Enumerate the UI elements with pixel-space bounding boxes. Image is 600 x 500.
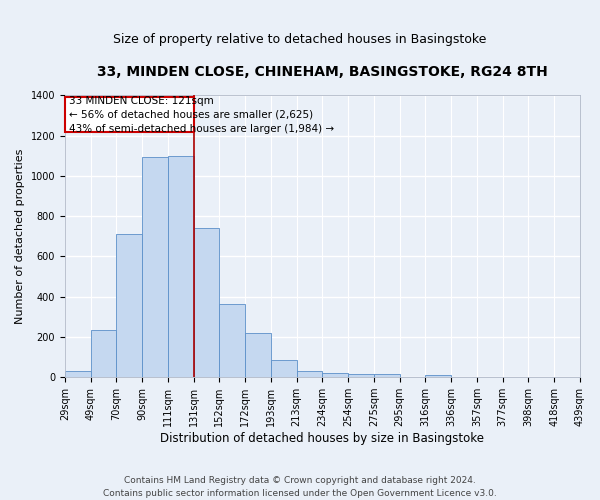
Bar bbox=[194, 228, 220, 377]
X-axis label: Distribution of detached houses by size in Basingstoke: Distribution of detached houses by size … bbox=[160, 432, 484, 445]
Bar bbox=[245, 333, 271, 377]
Bar bbox=[116, 234, 142, 377]
Y-axis label: Number of detached properties: Number of detached properties bbox=[15, 148, 25, 324]
Text: Contains HM Land Registry data © Crown copyright and database right 2024.
Contai: Contains HM Land Registry data © Crown c… bbox=[103, 476, 497, 498]
Bar bbox=[322, 373, 348, 377]
Bar bbox=[142, 157, 168, 377]
Bar bbox=[296, 371, 322, 377]
Bar bbox=[91, 330, 116, 377]
Bar bbox=[425, 375, 451, 377]
Text: 33 MINDEN CLOSE: 121sqm
← 56% of detached houses are smaller (2,625)
43% of semi: 33 MINDEN CLOSE: 121sqm ← 56% of detache… bbox=[69, 96, 334, 134]
FancyBboxPatch shape bbox=[65, 98, 194, 132]
Bar bbox=[271, 360, 296, 377]
Bar bbox=[168, 156, 194, 377]
Bar bbox=[220, 304, 245, 377]
Bar bbox=[65, 371, 91, 377]
Title: 33, MINDEN CLOSE, CHINEHAM, BASINGSTOKE, RG24 8TH: 33, MINDEN CLOSE, CHINEHAM, BASINGSTOKE,… bbox=[97, 65, 548, 79]
Bar bbox=[348, 374, 374, 377]
Bar bbox=[374, 374, 400, 377]
Text: Size of property relative to detached houses in Basingstoke: Size of property relative to detached ho… bbox=[113, 32, 487, 46]
